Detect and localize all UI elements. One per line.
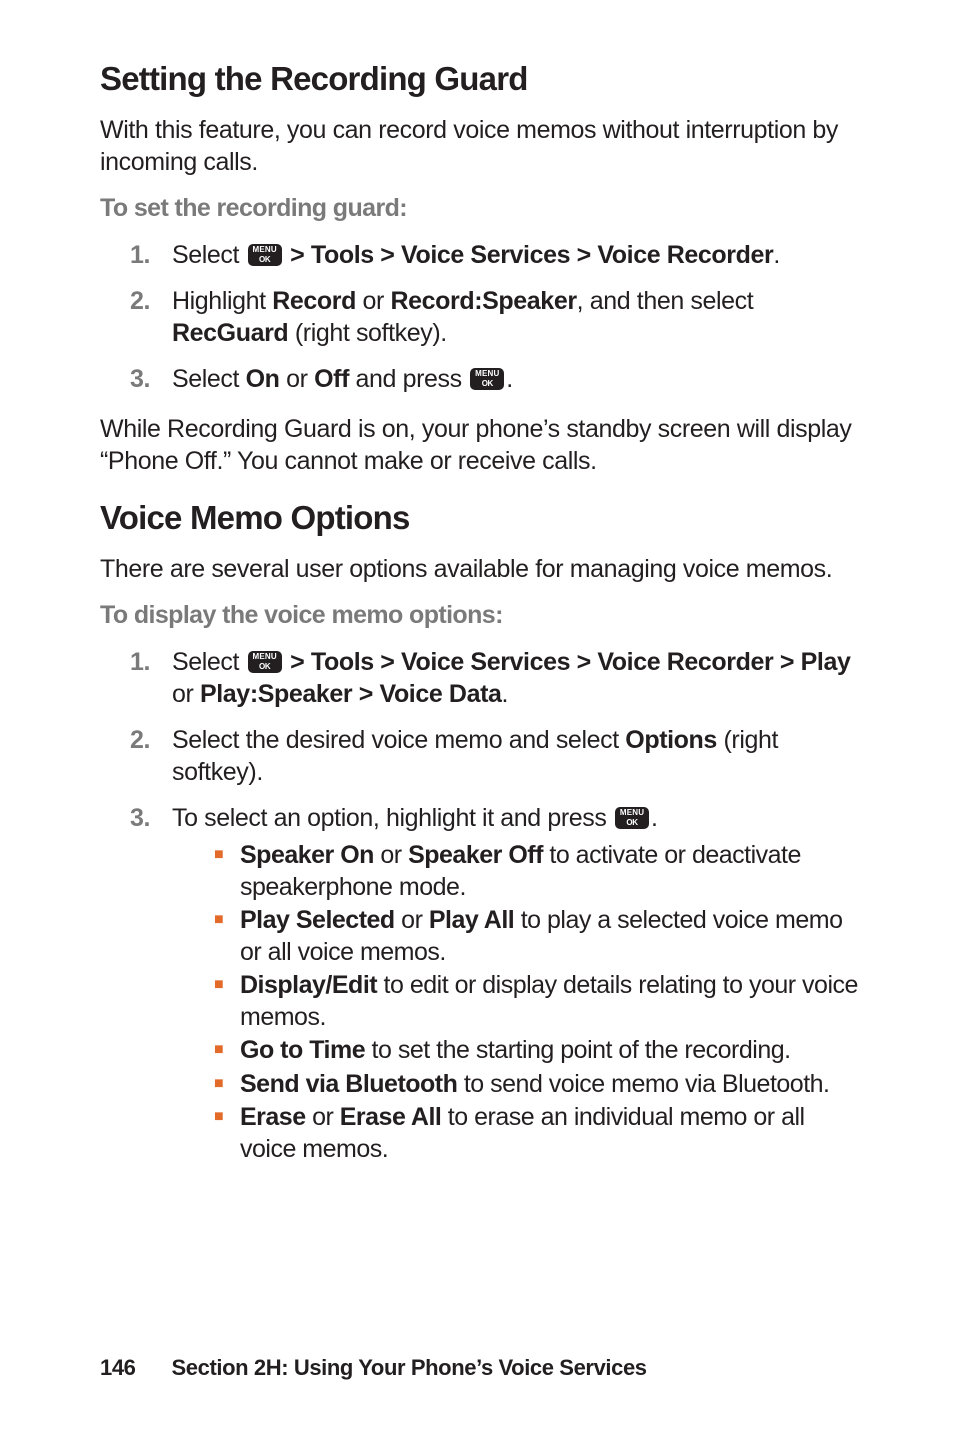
step-bold: > Tools > Voice Services > Voice Recorde… [284,241,774,269]
step-body: Highlight Record or Record:Speaker, and … [172,285,859,349]
step-item: 1. Select > Tools > Voice Services > Voi… [100,239,859,271]
sub-body: Go to Time to set the starting point of … [240,1035,859,1067]
step-text: To select an option, highlight it and pr… [172,804,613,832]
step-text: Select [172,365,246,393]
step-text: . [651,804,658,832]
sub-text: or [395,906,429,934]
step-bold: Options [625,726,717,754]
sub-item: ■ Send via Bluetooth to send voice memo v… [172,1069,859,1101]
menu-ok-icon [470,368,504,390]
step-body: To select an option, highlight it and pr… [172,802,859,1167]
step-body: Select > Tools > Voice Services > Voice … [172,239,859,271]
outro-text: While Recording Guard is on, your phone’… [100,413,859,477]
step-bold: Off [314,365,349,393]
sub-body: Send via Bluetooth to send voice memo vi… [240,1069,859,1101]
menu-ok-icon [615,807,649,829]
footer-title: Section 2H: Using Your Phone’s Voice Ser… [172,1355,647,1380]
step-item: 3. To select an option, highlight it and… [100,802,859,1167]
step-number: 2. [130,285,156,349]
sub-bold: Play All [429,906,514,934]
step-text: , and then select [577,287,754,315]
step-number: 2. [130,724,156,788]
sub-bold: Erase [240,1103,306,1131]
step-bold: On [246,365,280,393]
step-text: or [356,287,391,315]
sub-text: to set the starting point of the recordi… [365,1036,791,1064]
step-text: . [506,365,513,393]
bullet-icon: ■ [214,840,226,903]
step-bold: > Tools > Voice Services > Voice Recorde… [284,648,851,676]
sub-body: Erase or Erase All to erase an individua… [240,1102,859,1165]
bullet-icon: ■ [214,970,226,1033]
sub-option-list: ■Speaker On or Speaker Off to activate o… [172,840,859,1165]
step-text: and press [349,365,468,393]
sub-bold: Play Selected [240,906,395,934]
step-text: . [773,241,780,269]
menu-ok-icon [248,244,282,266]
step-text: . [502,680,509,708]
sub-item: ■Play Selected or Play All to play a sel… [172,905,859,968]
step-body: Select On or Off and press . [172,363,859,395]
step-item: 3. Select On or Off and press . [100,363,859,395]
sub-bold: Display/Edit [240,971,377,999]
sub-bold: Send via Bluetooth [240,1070,457,1098]
steps-voice-memo-options: 1. Select > Tools > Voice Services > Voi… [100,646,859,1167]
step-number: 1. [130,646,156,710]
bullet-icon: ■ [214,1069,226,1101]
menu-ok-icon [248,651,282,673]
lead-set-recording-guard: To set the recording guard: [100,194,859,223]
step-text: Select the desired voice memo and select [172,726,625,754]
sub-body: Speaker On or Speaker Off to activate or… [240,840,859,903]
step-body: Select the desired voice memo and select… [172,724,859,788]
step-bold: Record:Speaker [391,287,577,315]
step-item: 1. Select > Tools > Voice Services > Voi… [100,646,859,710]
step-item: 2. Select the desired voice memo and sel… [100,724,859,788]
step-text: Highlight [172,287,272,315]
step-text: Select [172,241,246,269]
page-number: 146 [100,1355,136,1380]
step-bold: Play:Speaker > Voice Data [200,680,502,708]
step-text: or [280,365,315,393]
sub-bold: Erase All [340,1103,442,1131]
sub-bold: Speaker Off [408,841,543,869]
step-text: or [172,680,200,708]
sub-item: ■ Go to Time to set the starting point of… [172,1035,859,1067]
sub-bold: Go to Time [240,1036,365,1064]
sub-text: or [306,1103,340,1131]
bullet-icon: ■ [214,1102,226,1165]
step-text: Select [172,648,246,676]
step-number: 3. [130,363,156,395]
step-body: Select > Tools > Voice Services > Voice … [172,646,859,710]
bullet-icon: ■ [214,905,226,968]
bullet-icon: ■ [214,1035,226,1067]
sub-item: ■Display/Edit to edit or display details… [172,970,859,1033]
section-heading-recording-guard: Setting the Recording Guard [100,60,859,98]
section-heading-voice-memo-options: Voice Memo Options [100,499,859,537]
sub-text: to send voice memo via Bluetooth. [457,1070,829,1098]
lead-display-voice-memo-options: To display the voice memo options: [100,601,859,630]
step-item: 2. Highlight Record or Record:Speaker, a… [100,285,859,349]
step-number: 3. [130,802,156,1167]
sub-text: or [374,841,408,869]
sub-item: ■Erase or Erase All to erase an individu… [172,1102,859,1165]
page-footer: 146 Section 2H: Using Your Phone’s Voice … [100,1355,647,1381]
step-number: 1. [130,239,156,271]
sub-item: ■Speaker On or Speaker Off to activate o… [172,840,859,903]
intro-text: There are several user options available… [100,553,859,585]
step-text: (right softkey). [288,319,447,347]
steps-recording-guard: 1. Select > Tools > Voice Services > Voi… [100,239,859,395]
step-bold: RecGuard [172,319,288,347]
intro-text: With this feature, you can record voice … [100,114,859,178]
sub-body: Play Selected or Play All to play a sele… [240,905,859,968]
step-bold: Record [272,287,356,315]
sub-bold: Speaker On [240,841,374,869]
sub-body: Display/Edit to edit or display details … [240,970,859,1033]
